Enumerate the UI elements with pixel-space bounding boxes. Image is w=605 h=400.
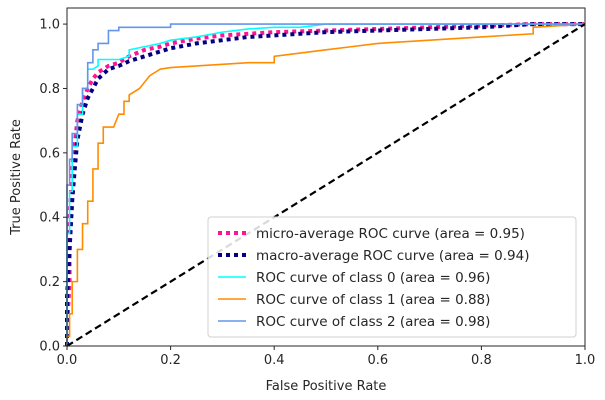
series-2-legend-label: ROC curve of class 0 (area = 0.96) (256, 270, 490, 286)
x-tick-label: 0.6 (367, 353, 388, 368)
series-0-line (65, 22, 585, 346)
y-tick-label: 0.0 (39, 340, 60, 355)
ticks-layer: 0.0 0.2 0.4 0.6 0.8 1.0 0.0 0.2 0.4 0.6 0.8 1.0 (39, 18, 595, 368)
series-0-legend-label: micro-average ROC curve (area = 0.95) (256, 226, 525, 242)
legend-box (207, 216, 577, 338)
x-axis-label: False Positive Rate (266, 379, 387, 394)
curves-layer (65, 22, 586, 347)
y-axis-label: True Positive Rate (9, 119, 24, 236)
series-5-line (66, 23, 586, 347)
x-tick-label: 1.0 (575, 353, 596, 368)
x-tick-label: 0.2 (160, 353, 181, 368)
y-tick-label: 0.6 (39, 146, 60, 161)
x-tick-label: 0.0 (57, 353, 78, 368)
plot-frame (66, 7, 586, 347)
series-1-legend-label: macro-average ROC curve (area = 0.94) (256, 248, 529, 264)
series-3-legend-label: ROC curve of class 1 (area = 0.88) (256, 292, 490, 308)
series-2-line (66, 23, 585, 346)
x-tick-label: 0.4 (264, 353, 285, 368)
y-tick-label: 1.0 (39, 18, 60, 33)
series-3-line (66, 23, 586, 346)
series-4-line (66, 23, 585, 346)
y-tick-label: 0.4 (39, 211, 60, 226)
y-tick-label: 0.2 (39, 275, 60, 290)
series-4-legend-label: ROC curve of class 2 (area = 0.98) (256, 314, 490, 330)
x-tick-label: 0.8 (471, 353, 492, 368)
legend: micro-average ROC curve (area = 0.95) mac… (207, 216, 577, 338)
y-tick-label: 0.8 (39, 82, 60, 97)
